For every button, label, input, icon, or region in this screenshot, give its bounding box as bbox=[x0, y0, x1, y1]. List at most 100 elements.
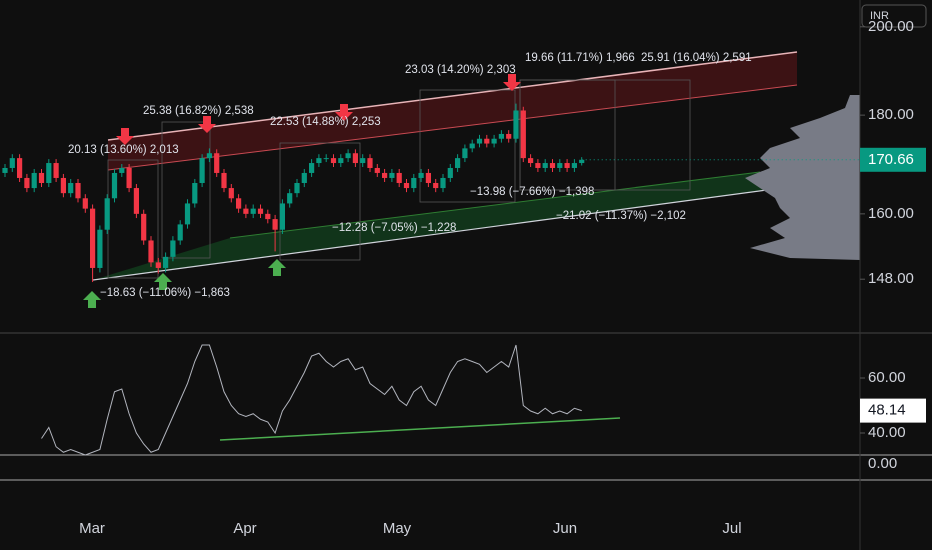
indicator-value: 48.14 bbox=[868, 402, 906, 419]
candle-body bbox=[367, 158, 373, 168]
candle-body bbox=[9, 158, 15, 168]
candle-body bbox=[46, 163, 52, 183]
y-tick-label: 148.00 bbox=[868, 270, 914, 287]
candle-body bbox=[360, 158, 366, 164]
channel-mid bbox=[107, 84, 798, 171]
candle-body bbox=[184, 203, 191, 225]
x-tick-label: Jun bbox=[553, 520, 577, 537]
candle-body bbox=[294, 182, 300, 194]
candle-body bbox=[433, 182, 439, 189]
candle-body bbox=[382, 172, 388, 178]
sell-arrows bbox=[116, 74, 521, 145]
candle-body bbox=[177, 224, 183, 241]
x-tick-label: Jul bbox=[722, 520, 741, 537]
measure-label: 20.13 (13.60%) 2,013 bbox=[68, 144, 179, 156]
candle-body bbox=[455, 158, 461, 168]
candle-body bbox=[68, 182, 74, 194]
candle-body bbox=[148, 240, 154, 263]
channel-top bbox=[107, 51, 798, 141]
candle-body bbox=[506, 133, 512, 139]
candle-body bbox=[425, 172, 431, 183]
candle-body bbox=[440, 177, 446, 189]
x-tick-label: Mar bbox=[79, 520, 105, 537]
currency-box[interactable] bbox=[861, 4, 927, 28]
candle-body bbox=[206, 153, 212, 159]
candle-body bbox=[520, 110, 526, 159]
candle-body bbox=[228, 188, 234, 199]
candle-body bbox=[250, 208, 256, 214]
candle-body bbox=[579, 159, 585, 164]
measure-label: 22.53 (14.88%) 2,253 bbox=[270, 116, 381, 128]
candle-body bbox=[90, 208, 96, 268]
candle-body bbox=[374, 167, 380, 173]
candle-body bbox=[491, 138, 497, 144]
buy-arrows bbox=[83, 259, 286, 308]
x-tick-label: Apr bbox=[233, 520, 256, 537]
candle-body bbox=[82, 198, 88, 209]
candle-body bbox=[403, 182, 410, 189]
candle-body bbox=[352, 153, 358, 164]
candle-body bbox=[163, 256, 169, 268]
last-price-box bbox=[860, 147, 926, 172]
candle-body bbox=[192, 182, 198, 204]
candle-body bbox=[111, 172, 118, 199]
candle-body bbox=[469, 143, 475, 149]
candle-body bbox=[389, 172, 395, 178]
indicator-value-box bbox=[860, 398, 926, 423]
candle-body bbox=[53, 163, 59, 178]
candle-body bbox=[141, 213, 147, 241]
candle-body bbox=[104, 198, 110, 230]
candle-body bbox=[272, 219, 278, 230]
candle-body bbox=[549, 163, 556, 168]
candle-body bbox=[535, 163, 541, 168]
candle-body bbox=[265, 213, 271, 220]
candle-body bbox=[557, 163, 563, 168]
candle-body bbox=[418, 172, 424, 178]
measure-label: −21.02 (−11.37%) −2,102 bbox=[556, 210, 686, 222]
candle-body bbox=[476, 138, 483, 144]
candle-body bbox=[170, 240, 176, 257]
candle-body bbox=[447, 167, 453, 178]
channel-support bbox=[229, 171, 761, 239]
y-tick-label: 200.00 bbox=[868, 18, 914, 35]
candle-body bbox=[279, 203, 285, 230]
candle-body bbox=[257, 208, 264, 214]
candle-body bbox=[221, 172, 227, 189]
y-tick-label: 60.00 bbox=[868, 369, 906, 386]
candle-body bbox=[287, 193, 293, 204]
candle-body bbox=[75, 182, 81, 199]
candle-body bbox=[133, 188, 139, 214]
measure-label: 19.66 (11.71%) 1,966 bbox=[525, 52, 635, 64]
candle-body bbox=[2, 167, 8, 173]
measure-label: −12.28 (−7.05%) −1,228 bbox=[332, 222, 456, 234]
candle-body bbox=[199, 158, 205, 183]
candle-body bbox=[24, 177, 30, 189]
candle-body bbox=[396, 172, 402, 183]
candle-body bbox=[528, 158, 534, 164]
resistance-channel bbox=[108, 52, 797, 170]
candle-body bbox=[571, 163, 577, 168]
candle-body bbox=[214, 153, 220, 173]
candle-body bbox=[243, 208, 249, 214]
candle-body bbox=[484, 138, 490, 144]
candle-body bbox=[513, 110, 519, 139]
y-tick-label: 180.00 bbox=[868, 106, 914, 123]
indicator-line bbox=[41, 344, 582, 456]
candle-body bbox=[564, 163, 570, 168]
last-price: 170.66 bbox=[868, 151, 914, 168]
support-channel bbox=[93, 172, 797, 280]
candle-body bbox=[411, 177, 417, 189]
measure-label: −13.98 (−7.66%) −1,398 bbox=[470, 186, 594, 198]
candle-body bbox=[330, 158, 337, 164]
currency: INR bbox=[870, 10, 889, 22]
candle-body bbox=[60, 177, 66, 194]
measure-label: 23.03 (14.20%) 2,303 bbox=[405, 64, 516, 76]
candle-body bbox=[316, 158, 322, 164]
candle-body bbox=[323, 158, 329, 160]
x-tick-label: May bbox=[383, 520, 412, 537]
volume-profile bbox=[745, 95, 860, 260]
candle-body bbox=[309, 163, 315, 173]
candle-body bbox=[155, 262, 161, 268]
candle-body bbox=[345, 153, 351, 159]
